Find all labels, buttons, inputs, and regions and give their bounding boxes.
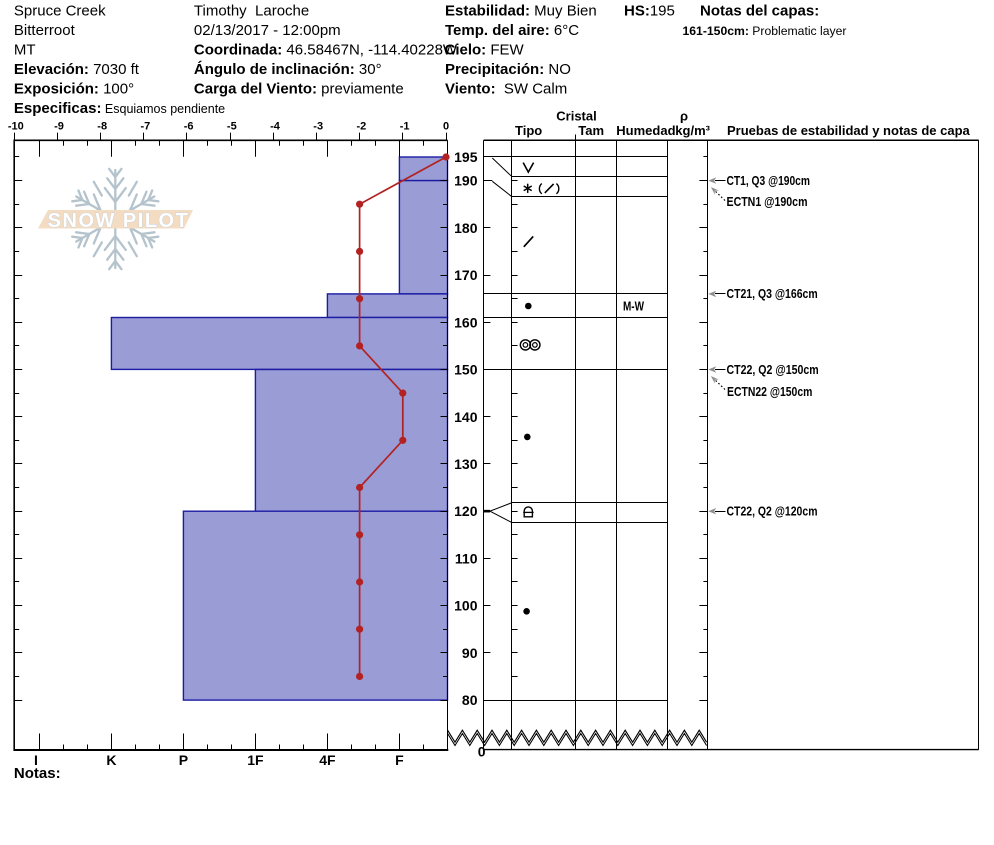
svg-text:Precipitación: NO: Precipitación: NO bbox=[445, 61, 571, 78]
svg-text:195: 195 bbox=[454, 149, 478, 165]
svg-text:CT22, Q2 @150cm: CT22, Q2 @150cm bbox=[727, 363, 819, 377]
svg-text:Tam: Tam bbox=[578, 123, 604, 138]
svg-text:CT22, Q2 @120cm: CT22, Q2 @120cm bbox=[727, 505, 818, 519]
svg-text:-6: -6 bbox=[184, 121, 194, 133]
svg-text:Timothy Laroche: Timothy Laroche bbox=[194, 3, 309, 20]
svg-text:170: 170 bbox=[454, 267, 478, 283]
svg-text:Exposición: 100°: Exposición: 100° bbox=[14, 81, 134, 98]
svg-text:160: 160 bbox=[454, 314, 478, 330]
svg-text:0: 0 bbox=[478, 744, 486, 760]
svg-text:190: 190 bbox=[454, 173, 478, 189]
svg-text:CT21, Q3 @166cm: CT21, Q3 @166cm bbox=[727, 287, 818, 301]
svg-text:Especificas: Esquiamos pendien: Especificas: Esquiamos pendiente bbox=[14, 100, 225, 117]
svg-text:180: 180 bbox=[454, 220, 478, 236]
svg-text:kg/m³: kg/m³ bbox=[675, 123, 710, 138]
svg-text:4F: 4F bbox=[319, 752, 336, 768]
svg-text:M-W: M-W bbox=[623, 299, 644, 313]
svg-text:-5: -5 bbox=[227, 121, 237, 133]
svg-text:-8: -8 bbox=[97, 121, 107, 133]
svg-text:Tipo: Tipo bbox=[515, 123, 542, 138]
svg-text:F: F bbox=[395, 752, 404, 768]
svg-text:CT1, Q3 @190cm: CT1, Q3 @190cm bbox=[727, 174, 811, 188]
svg-text:120: 120 bbox=[454, 503, 478, 519]
svg-text:MT: MT bbox=[14, 42, 36, 59]
svg-text:K: K bbox=[106, 752, 116, 768]
svg-text:-7: -7 bbox=[141, 121, 151, 133]
svg-text:-2: -2 bbox=[357, 121, 367, 133]
svg-text:Estabilidad: Muy Bien: Estabilidad: Muy Bien bbox=[445, 3, 597, 20]
svg-text:Viento: SW Calm: Viento: SW Calm bbox=[445, 81, 567, 98]
svg-text:Cielo: FEW: Cielo: FEW bbox=[445, 42, 525, 59]
svg-text:150: 150 bbox=[454, 362, 478, 378]
svg-text:110: 110 bbox=[455, 551, 478, 567]
svg-text:161-150cm: Problematic layer: 161-150cm: Problematic layer bbox=[683, 24, 847, 38]
svg-text:SNOW PILOT: SNOW PILOT bbox=[48, 210, 190, 232]
svg-text:Notas:: Notas: bbox=[14, 765, 61, 782]
svg-text:Elevación: 7030 ft: Elevación: 7030 ft bbox=[14, 61, 140, 78]
svg-text:-1: -1 bbox=[400, 121, 410, 133]
svg-text:Cristal: Cristal bbox=[556, 109, 596, 124]
svg-text:100: 100 bbox=[454, 598, 478, 614]
svg-text:0: 0 bbox=[443, 121, 449, 133]
svg-text:-10: -10 bbox=[8, 121, 24, 133]
svg-text:Bitterroot: Bitterroot bbox=[14, 22, 76, 39]
svg-text:80: 80 bbox=[462, 692, 478, 708]
svg-text:-3: -3 bbox=[313, 121, 323, 133]
svg-text:ECTN22 @150cm: ECTN22 @150cm bbox=[727, 385, 812, 399]
svg-text:90: 90 bbox=[462, 645, 478, 661]
svg-text:Coordinada: 46.58467N, -114.40: Coordinada: 46.58467N, -114.40228W bbox=[194, 42, 458, 59]
svg-text:-9: -9 bbox=[54, 121, 64, 133]
svg-text:ρ: ρ bbox=[680, 109, 688, 124]
svg-text:1F: 1F bbox=[247, 752, 264, 768]
svg-text:HS:195: HS:195 bbox=[624, 3, 675, 20]
svg-text:Spruce Creek: Spruce Creek bbox=[14, 3, 106, 20]
svg-text:130: 130 bbox=[454, 456, 478, 472]
svg-text:I: I bbox=[34, 752, 38, 768]
svg-text:Carga del Viento: previamente: Carga del Viento: previamente bbox=[194, 81, 404, 98]
svg-text:Temp. del aire: 6°C: Temp. del aire: 6°C bbox=[445, 22, 579, 39]
svg-text:140: 140 bbox=[454, 409, 478, 425]
svg-text:Humedad: Humedad bbox=[616, 123, 675, 138]
svg-text:-4: -4 bbox=[270, 121, 281, 133]
svg-text:Notas del capas:: Notas del capas: bbox=[700, 3, 819, 20]
svg-text:Ángulo de inclinación: 30°: Ángulo de inclinación: 30° bbox=[194, 61, 382, 78]
svg-text:Pruebas de estabilidad y notas: Pruebas de estabilidad y notas de capa bbox=[727, 123, 971, 138]
svg-text:ECTN1 @190cm: ECTN1 @190cm bbox=[727, 195, 808, 209]
svg-text:02/13/2017 - 12:00pm: 02/13/2017 - 12:00pm bbox=[194, 22, 341, 39]
svg-text:P: P bbox=[179, 752, 188, 768]
